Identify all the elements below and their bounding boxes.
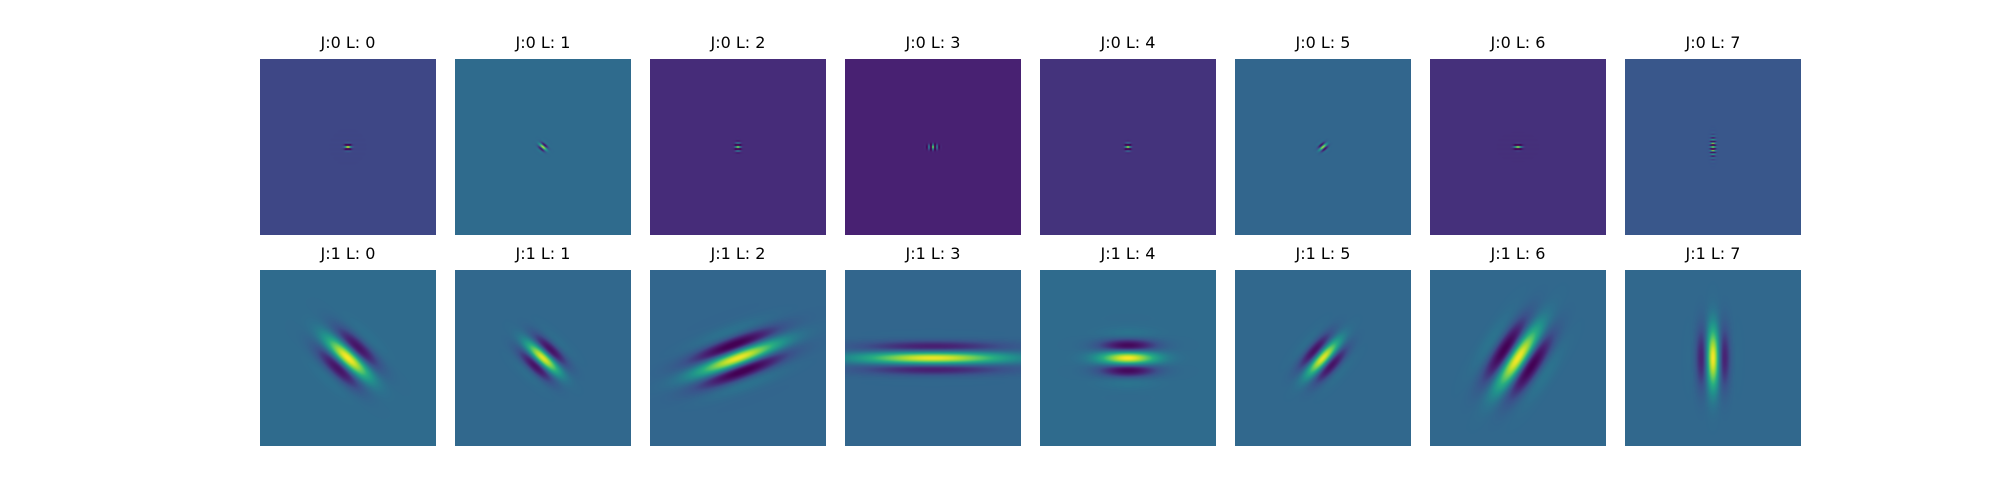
panel-title: J:1 L: 2 xyxy=(710,244,766,263)
filter-heatmap xyxy=(455,59,631,235)
filter-heatmap xyxy=(1625,270,1801,446)
filter-panel-j1-l0: J:1 L: 0 xyxy=(260,244,436,446)
panel-title: J:1 L: 6 xyxy=(1490,244,1546,263)
panel-title: J:0 L: 1 xyxy=(515,33,571,52)
filter-panel-j0-l0: J:0 L: 0 xyxy=(260,33,436,235)
panel-title: J:1 L: 4 xyxy=(1100,244,1156,263)
filter-panel-j0-l4: J:0 L: 4 xyxy=(1040,33,1216,235)
filter-panel-j1-l4: J:1 L: 4 xyxy=(1040,244,1216,446)
filter-panel-j1-l1: J:1 L: 1 xyxy=(455,244,631,446)
filter-panel-j1-l5: J:1 L: 5 xyxy=(1235,244,1411,446)
filter-heatmap xyxy=(260,59,436,235)
filter-panel-j0-l5: J:0 L: 5 xyxy=(1235,33,1411,235)
panel-title: J:0 L: 4 xyxy=(1100,33,1156,52)
panel-title: J:1 L: 7 xyxy=(1685,244,1741,263)
filter-heatmap xyxy=(1235,270,1411,446)
filter-panel-j0-l6: J:0 L: 6 xyxy=(1430,33,1606,235)
filter-panel-j0-l7: J:0 L: 7 xyxy=(1625,33,1801,235)
filter-heatmap xyxy=(845,270,1021,446)
filter-heatmap xyxy=(650,270,826,446)
panel-title: J:0 L: 0 xyxy=(320,33,376,52)
filter-heatmap xyxy=(1430,270,1606,446)
filter-panel-j1-l6: J:1 L: 6 xyxy=(1430,244,1606,446)
filter-panel-j0-l2: J:0 L: 2 xyxy=(650,33,826,235)
filter-panel-j0-l3: J:0 L: 3 xyxy=(845,33,1021,235)
filter-heatmap xyxy=(455,270,631,446)
filter-heatmap xyxy=(1235,59,1411,235)
filter-heatmap xyxy=(1040,270,1216,446)
panel-title: J:1 L: 1 xyxy=(515,244,571,263)
filter-heatmap xyxy=(1430,59,1606,235)
panel-title: J:1 L: 5 xyxy=(1295,244,1351,263)
panel-title: J:0 L: 6 xyxy=(1490,33,1546,52)
panel-title: J:0 L: 3 xyxy=(905,33,961,52)
filter-panel-j1-l3: J:1 L: 3 xyxy=(845,244,1021,446)
panel-title: J:1 L: 0 xyxy=(320,244,376,263)
filter-heatmap xyxy=(1625,59,1801,235)
filter-heatmap xyxy=(650,59,826,235)
filter-heatmap xyxy=(1040,59,1216,235)
filter-heatmap xyxy=(845,59,1021,235)
filter-panel-j1-l2: J:1 L: 2 xyxy=(650,244,826,446)
panel-title: J:0 L: 2 xyxy=(710,33,766,52)
panel-title: J:0 L: 7 xyxy=(1685,33,1741,52)
filter-heatmap xyxy=(260,270,436,446)
panel-title: J:1 L: 3 xyxy=(905,244,961,263)
panel-title: J:0 L: 5 xyxy=(1295,33,1351,52)
filter-panel-j1-l7: J:1 L: 7 xyxy=(1625,244,1801,446)
filter-panel-j0-l1: J:0 L: 1 xyxy=(455,33,631,235)
